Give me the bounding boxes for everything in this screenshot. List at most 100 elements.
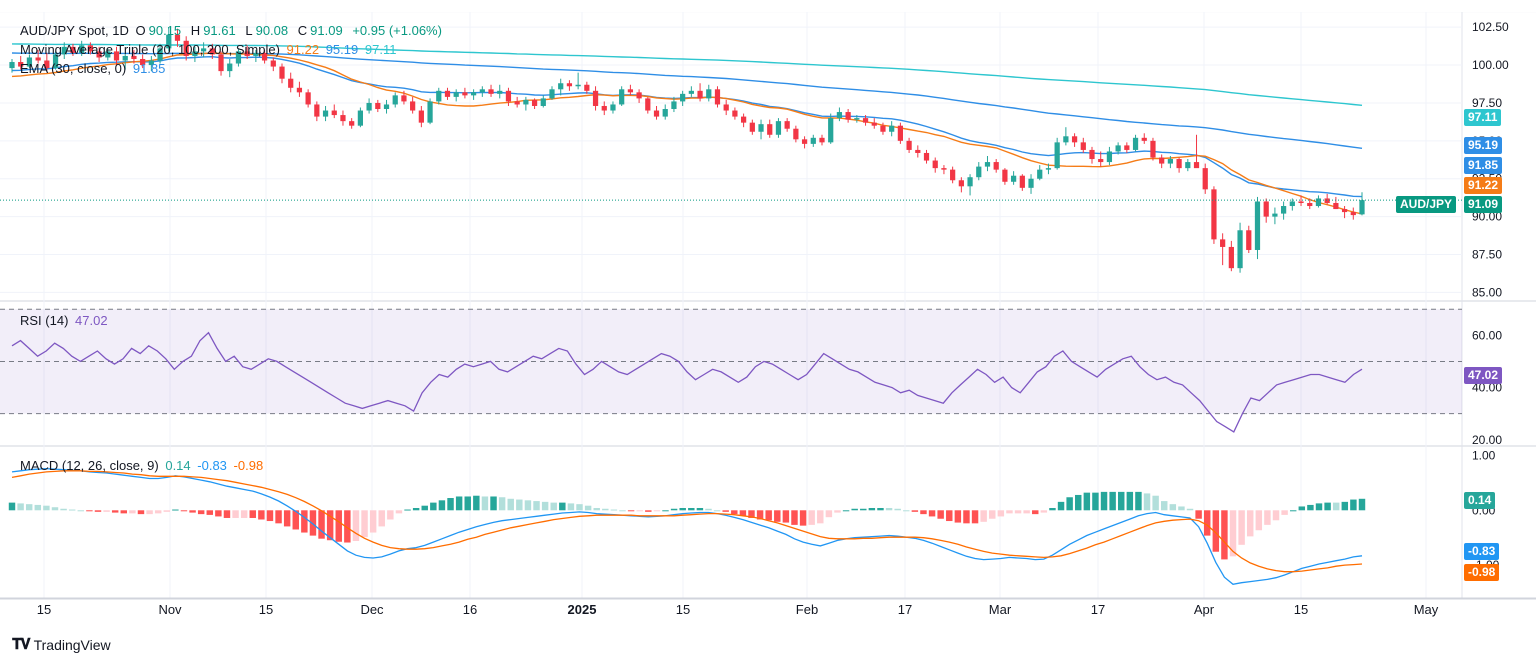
y-axis-labels: 102.50100.0097.5095.0092.5090.0087.5085.… bbox=[1472, 20, 1509, 572]
candle-body bbox=[627, 89, 633, 93]
macd-histogram-bar bbox=[1161, 501, 1168, 511]
candle-body bbox=[531, 99, 538, 106]
x-tick-label: 15 bbox=[1294, 602, 1308, 617]
macd-histogram-bar bbox=[473, 495, 480, 511]
candle-body bbox=[671, 101, 677, 110]
candle-body bbox=[1289, 201, 1295, 207]
rsi-legend-label: RSI (14) bbox=[20, 313, 69, 328]
candle-body bbox=[967, 177, 973, 187]
macd-histogram-bar bbox=[1178, 506, 1185, 511]
candle-body bbox=[1359, 200, 1365, 215]
footer-brand[interactable]: 𝐓𝐕 TradingView bbox=[12, 636, 111, 653]
candle-body bbox=[697, 90, 703, 99]
candle-body bbox=[1019, 175, 1025, 188]
tradingview-logo-icon: 𝐓𝐕 bbox=[12, 636, 31, 653]
price-tick-label: 85.00 bbox=[1472, 285, 1502, 299]
ma-legend: Moving Average Triple (20, 100, 200, Sim… bbox=[20, 42, 399, 58]
candle-body bbox=[349, 121, 355, 126]
candle-body bbox=[1333, 202, 1339, 210]
rsi-tick-label: 60.00 bbox=[1472, 328, 1502, 342]
rsi-line bbox=[11, 331, 1363, 433]
candle-body bbox=[1150, 140, 1156, 158]
ohlc-low: L 90.08 bbox=[245, 23, 289, 38]
macd-histogram-bar bbox=[206, 510, 213, 515]
candle-body bbox=[79, 45, 85, 53]
candle-body bbox=[140, 58, 146, 66]
candle-body bbox=[706, 89, 712, 99]
x-tick-label: Dec bbox=[360, 602, 384, 617]
candle-body bbox=[1063, 136, 1069, 143]
macd-histogram-bar bbox=[223, 510, 231, 518]
candle-body bbox=[1350, 212, 1356, 216]
candle-body bbox=[1263, 201, 1269, 217]
candle-body bbox=[889, 125, 895, 132]
candle-body bbox=[314, 104, 320, 117]
macd-histogram-bar bbox=[1255, 510, 1263, 531]
candle-body bbox=[253, 52, 259, 56]
x-tick-label: Nov bbox=[158, 602, 182, 617]
macd-histogram-bar bbox=[1324, 502, 1331, 511]
candle-body bbox=[166, 34, 172, 49]
macd-histogram-bar bbox=[438, 500, 446, 511]
macd-histogram-bar bbox=[782, 510, 790, 523]
candle-body bbox=[157, 48, 163, 61]
candle-body bbox=[688, 90, 694, 94]
candle-body bbox=[880, 125, 886, 132]
candle-body bbox=[1237, 230, 1243, 269]
candle-body bbox=[44, 60, 50, 69]
macd-histogram-bar bbox=[129, 510, 136, 514]
macd-histogram-bar bbox=[842, 510, 850, 512]
candle-body bbox=[375, 102, 381, 110]
x-tick-label: 15 bbox=[37, 602, 51, 617]
macd-histogram-bar bbox=[834, 510, 841, 513]
macd-histogram-bar bbox=[937, 510, 944, 519]
macd-histogram-bar bbox=[903, 510, 910, 512]
x-tick-label: 15 bbox=[676, 602, 690, 617]
macd-histogram-bar bbox=[1315, 503, 1323, 511]
macd-tick-label: 1.00 bbox=[1472, 448, 1496, 462]
candle-body bbox=[540, 98, 546, 106]
macd-histogram-bar bbox=[653, 510, 661, 512]
candle-body bbox=[1045, 168, 1052, 170]
grid-layer bbox=[0, 12, 1536, 600]
macd-histogram-bar bbox=[189, 510, 196, 513]
ma-legend-label: Moving Average Triple (20, 100, 200, Sim… bbox=[20, 42, 280, 57]
candle-body bbox=[723, 104, 729, 111]
macd-line bbox=[11, 467, 1363, 585]
x-tick-label: Mar bbox=[989, 602, 1012, 617]
candle-body bbox=[906, 140, 912, 150]
macd-histogram-bar bbox=[602, 508, 609, 511]
candle-body bbox=[984, 162, 991, 167]
macd-histogram-bar bbox=[51, 507, 59, 511]
candle-body bbox=[549, 89, 555, 99]
price-tick-label: 90.00 bbox=[1472, 210, 1502, 224]
candle-body bbox=[1298, 201, 1304, 203]
macd-histogram-bar bbox=[464, 496, 471, 511]
x-tick-label: Apr bbox=[1194, 602, 1215, 617]
x-tick-label: 17 bbox=[898, 602, 912, 617]
candle-body bbox=[767, 124, 773, 135]
candle-body bbox=[741, 116, 747, 123]
candle-body bbox=[505, 90, 512, 102]
candle-body bbox=[1002, 169, 1008, 182]
candle-body bbox=[836, 112, 843, 119]
macd-histogram-bar bbox=[533, 501, 540, 511]
macd-histogram-bar bbox=[111, 510, 119, 513]
macd-histogram-bar bbox=[1023, 510, 1030, 514]
price-tick-label: 97.50 bbox=[1472, 96, 1502, 110]
macd-histogram-bar bbox=[731, 510, 738, 515]
candle-body bbox=[1011, 175, 1017, 182]
candle-body bbox=[714, 89, 721, 105]
macd-histogram-bar bbox=[739, 510, 747, 516]
rsi-legend: RSI (14) 47.02 bbox=[20, 313, 111, 329]
candle-body bbox=[471, 92, 477, 96]
macd-histogram-bar bbox=[421, 505, 428, 511]
macd-histogram-bar bbox=[963, 510, 970, 524]
macd-histogram-bar bbox=[232, 510, 239, 518]
macd-histogram-bar bbox=[971, 510, 979, 524]
ema30-price-tag: 91.85 bbox=[1464, 157, 1503, 174]
macd-histogram-bar bbox=[722, 510, 729, 512]
macd-histogram-bar bbox=[430, 502, 437, 511]
macd-histogram-bar bbox=[1195, 510, 1202, 519]
macd-histogram-bar bbox=[894, 508, 901, 511]
